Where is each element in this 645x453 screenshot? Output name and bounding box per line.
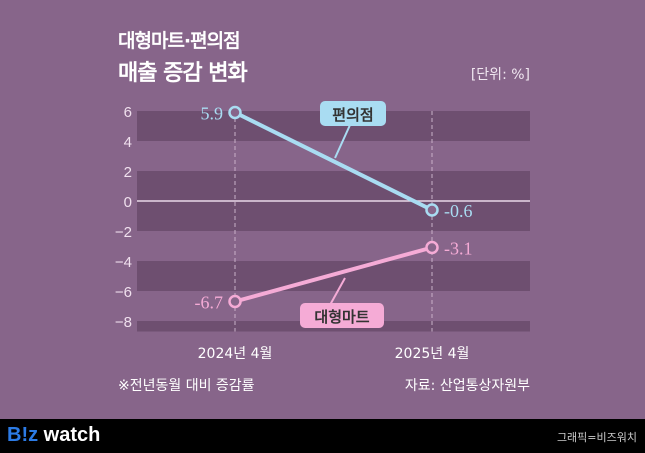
x-tick-label: 2025년 4월 xyxy=(395,346,470,362)
chart-title-line1: 대형마트·편의점 xyxy=(118,30,241,52)
y-tick-label: 4 xyxy=(124,134,132,151)
legend-label: 대형마트 xyxy=(314,308,369,326)
y-tick-label: 0 xyxy=(124,194,132,211)
legend-label: 편의점 xyxy=(332,106,373,124)
y-tick-label: −6 xyxy=(115,284,132,301)
y-tick-label: 2 xyxy=(124,164,132,181)
legend-box-convenience xyxy=(320,101,386,126)
data-point xyxy=(425,203,439,217)
footnote: ※전년동월 대비 증감률 xyxy=(118,378,255,394)
data-label: -0.6 xyxy=(444,201,473,221)
source: 자료: 산업통상자원부 xyxy=(404,378,530,394)
x-tick-label: 2024년 4월 xyxy=(198,346,273,362)
footer-bar: B!z watch 그래픽=비즈워치 xyxy=(0,419,645,453)
legend-box-mart xyxy=(300,303,384,328)
graphic-credit: 그래픽=비즈워치 xyxy=(556,431,637,444)
data-point xyxy=(228,105,242,120)
series-line-1 xyxy=(234,245,433,304)
series-line-0 xyxy=(234,110,433,212)
callout-line xyxy=(329,277,346,306)
chart-title-line2: 매출 증감 변화 xyxy=(118,61,248,86)
unit-label: [단위: %] xyxy=(470,67,530,83)
data-point xyxy=(425,240,439,255)
y-tick-label: −2 xyxy=(115,224,132,241)
bizwatch-logo: B!z watch xyxy=(7,424,101,446)
data-label: 5.9 xyxy=(201,104,224,124)
data-label: -6.7 xyxy=(195,293,224,313)
y-tick-label: −4 xyxy=(115,254,132,271)
callout-line xyxy=(334,124,351,159)
line-chart: 6 4 2 0 −2 −4 −6 −8 2024년 4월 2025년 4월 5.9 -0.6 -6.7 -… xyxy=(115,101,530,362)
y-tick-label: −8 xyxy=(115,314,132,331)
data-label: -3.1 xyxy=(444,239,473,259)
y-tick-label: 6 xyxy=(124,104,132,121)
data-point xyxy=(228,294,242,309)
